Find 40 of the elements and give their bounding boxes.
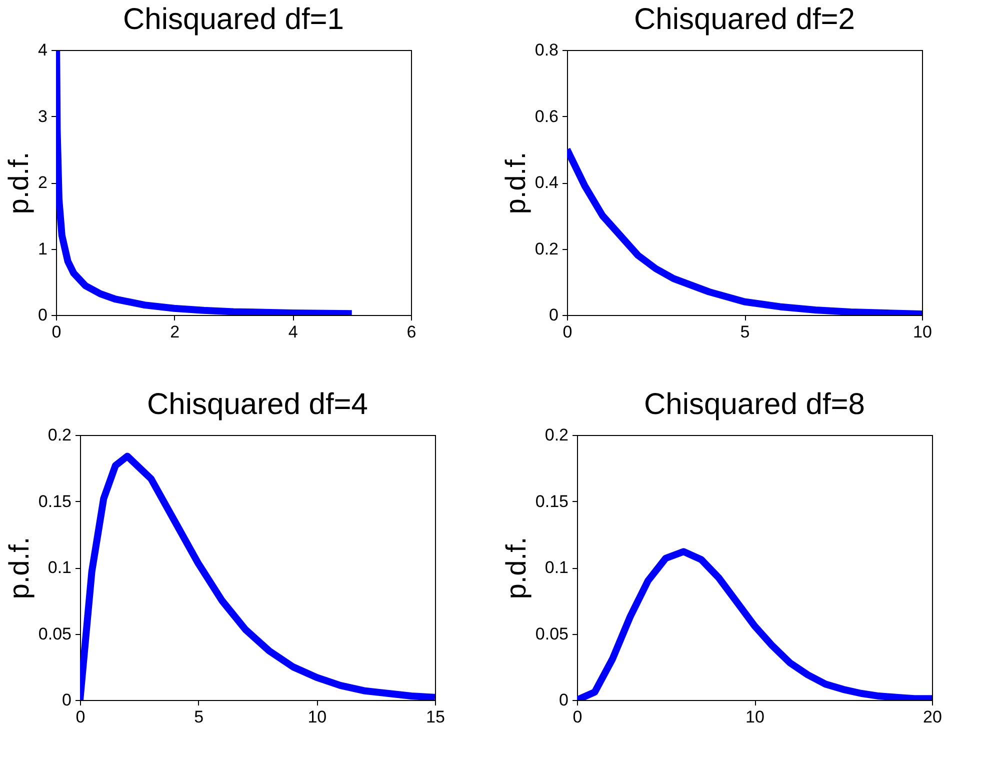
y-axis-title: p.d.f.: [500, 536, 532, 600]
x-tick-label: 4: [288, 322, 298, 342]
y-tick-label: 0.15: [535, 492, 568, 511]
y-tick-label: 0: [62, 690, 72, 710]
y-tick-label: 0: [549, 306, 558, 324]
x-tick-label: 10: [913, 322, 932, 342]
x-tick-label: 20: [923, 708, 942, 726]
y-tick-label: 0.6: [534, 106, 558, 126]
x-tick-label: 15: [426, 708, 445, 726]
y-tick-label: 0.15: [38, 492, 72, 511]
chart-title: Chisquared df=2: [634, 3, 855, 36]
y-tick-label: 0.4: [534, 173, 558, 192]
x-tick-label: 10: [746, 708, 764, 726]
x-tick-label: 6: [406, 322, 416, 342]
y-axis-title: p.d.f.: [3, 536, 34, 600]
y-tick-label: 4: [38, 40, 48, 60]
y-tick-label: 0.1: [544, 558, 568, 577]
y-tick-label: 0.1: [48, 558, 72, 577]
y-tick-label: 0.2: [534, 239, 558, 258]
x-tick-label: 0: [76, 708, 86, 726]
x-tick-label: 5: [194, 708, 204, 726]
y-tick-label: 0: [559, 690, 568, 710]
x-tick-label: 0: [572, 708, 582, 726]
x-tick-label: 5: [740, 322, 750, 342]
y-tick-label: 0.2: [544, 426, 568, 444]
y-tick-label: 0.2: [48, 426, 72, 444]
y-axis-title: p.d.f.: [500, 152, 531, 214]
y-tick-label: 0.05: [38, 624, 72, 644]
x-tick-label: 2: [170, 322, 180, 342]
y-tick-label: 0: [38, 306, 48, 324]
y-axis-title: p.d.f.: [3, 152, 34, 214]
y-tick-label: 3: [38, 106, 48, 126]
y-tick-label: 1: [38, 239, 48, 258]
chart-title: Chisquared df=4: [147, 388, 368, 421]
y-tick-label: 0.05: [535, 624, 568, 644]
y-tick-label: 0.8: [534, 40, 558, 60]
chart-title: Chisquared df=1: [123, 3, 344, 36]
x-tick-label: 10: [308, 708, 327, 726]
y-tick-label: 2: [38, 173, 48, 192]
chart-title: Chisquared df=8: [644, 388, 865, 421]
